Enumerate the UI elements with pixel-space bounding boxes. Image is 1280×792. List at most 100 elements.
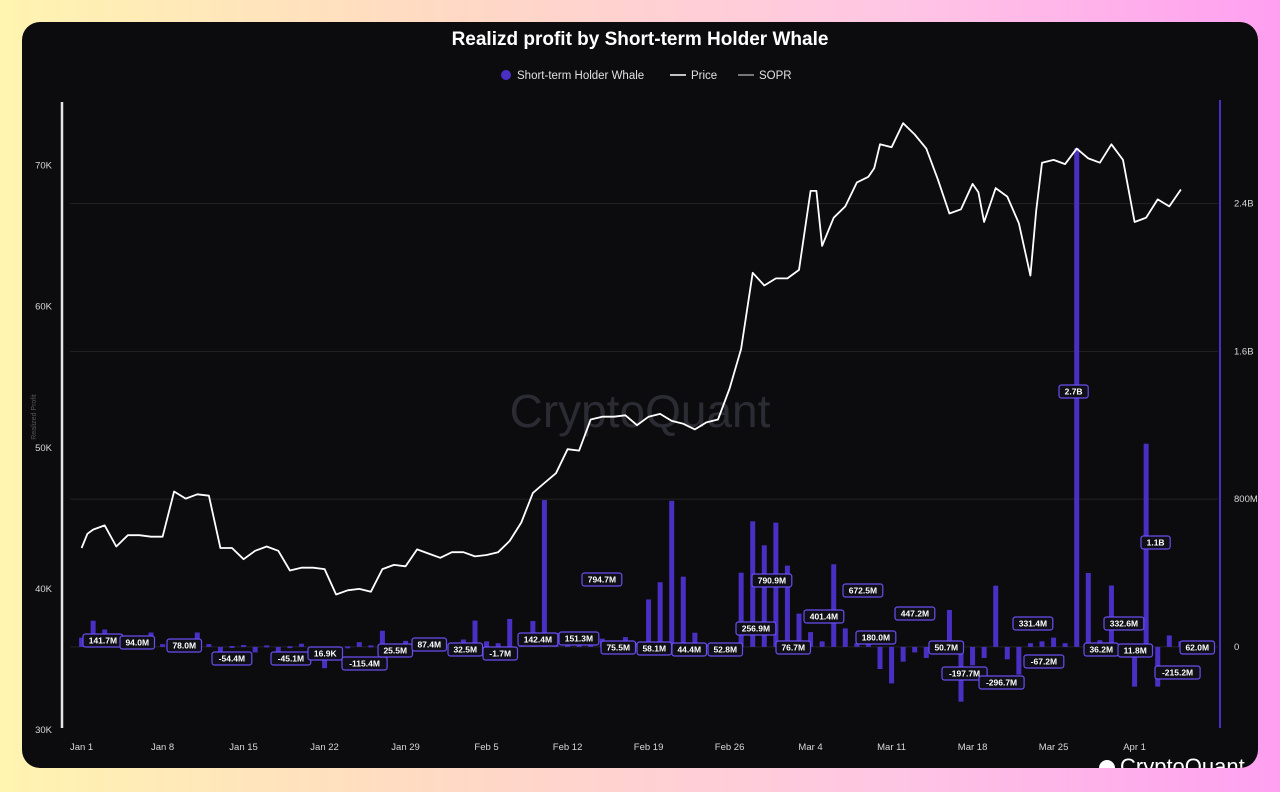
- x-tick-label: Jan 29: [391, 742, 420, 753]
- data-label-box: [341, 656, 388, 671]
- bar-whale-profit: [738, 572, 744, 647]
- chart-title: Realizd profit by Short-term Holder Whal…: [452, 29, 829, 50]
- x-tick-label: Feb 12: [553, 742, 583, 753]
- bar-whale-profit: [923, 646, 929, 658]
- data-label: 25.5M: [383, 646, 407, 656]
- left-tick-label: 60K: [35, 302, 53, 313]
- right-tick-label: 2.4B: [1234, 199, 1254, 210]
- data-label: 62.0M: [1185, 643, 1209, 653]
- data-label: -197.7M: [949, 669, 980, 679]
- data-label-box: [1154, 665, 1201, 680]
- footer-logo: CryptoQuant: [1120, 754, 1245, 768]
- data-label-box: [1023, 654, 1065, 669]
- bar-whale-profit: [819, 641, 825, 647]
- data-label: 790.9M: [758, 576, 786, 586]
- data-label: 78.0M: [172, 641, 196, 651]
- x-tick-label: Mar 18: [958, 742, 988, 753]
- bar-whale-profit: [1062, 643, 1068, 647]
- left-tick-label: 30K: [35, 725, 53, 736]
- data-label-box: [671, 642, 708, 657]
- data-label-box: [1179, 640, 1216, 655]
- legend-label-sopr: SOPR: [759, 70, 792, 82]
- bar-whale-profit: [229, 645, 235, 648]
- data-label-box: [803, 609, 845, 624]
- bar-whale-profit: [368, 645, 374, 648]
- data-label-box: [119, 635, 156, 650]
- data-label: -215.2M: [1162, 668, 1193, 678]
- bar-whale-profit: [1085, 573, 1091, 647]
- bar-whale-profit: [356, 642, 362, 647]
- data-label: 447.2M: [901, 609, 929, 619]
- data-label: 151.3M: [565, 634, 593, 644]
- data-label: 331.4M: [1019, 619, 1047, 629]
- right-tick-label: 800M: [1234, 494, 1258, 505]
- data-label: 672.5M: [849, 586, 877, 596]
- bar-whale-profit: [692, 632, 698, 647]
- data-label: -1.7M: [489, 649, 511, 659]
- data-label: 75.5M: [606, 643, 630, 653]
- data-label: -296.7M: [986, 678, 1017, 688]
- x-tick-label: Feb 19: [634, 742, 664, 753]
- bar-whale-profit: [1051, 637, 1057, 647]
- data-label-box: [894, 606, 936, 621]
- data-label-box: [581, 572, 623, 587]
- data-label: 32.5M: [453, 645, 477, 655]
- data-label-box: [411, 637, 448, 652]
- bar-whale-profit: [831, 564, 837, 647]
- data-label-box: [307, 646, 344, 661]
- x-tick-label: Feb 5: [474, 742, 498, 753]
- x-tick-label: Feb 26: [715, 742, 745, 753]
- left-tick-label: 40K: [35, 584, 53, 595]
- bar-whale-profit: [252, 646, 258, 653]
- data-label: 16.9K: [314, 649, 338, 659]
- bar-whale-profit: [379, 630, 385, 647]
- data-label: -45.1M: [278, 654, 304, 664]
- left-axis-label: Realized Profit: [31, 394, 38, 440]
- data-label-box: [978, 675, 1025, 690]
- data-label: 58.1M: [642, 644, 666, 654]
- x-tick-label: Apr 1: [1123, 742, 1146, 753]
- x-tick-label: Jan 8: [151, 742, 174, 753]
- x-tick-label: Mar 11: [877, 742, 906, 753]
- bar-whale-profit: [877, 646, 883, 670]
- watermark: CryptoQuant: [510, 385, 771, 437]
- bar-whale-profit: [484, 641, 490, 647]
- data-label-box: [517, 632, 559, 647]
- data-label: 401.4M: [810, 612, 838, 622]
- bar-whale-profit: [160, 644, 166, 647]
- x-tick-label: Jan 22: [310, 742, 339, 753]
- legend-label-price: Price: [691, 70, 717, 82]
- bar-whale-profit: [287, 646, 293, 649]
- bar-whale-profit: [495, 643, 501, 647]
- data-label: 87.4M: [417, 640, 441, 650]
- data-label-box: [941, 666, 988, 681]
- data-label-box: [1058, 384, 1089, 399]
- data-label: 36.2M: [1089, 645, 1113, 655]
- data-label: -54.4M: [219, 654, 245, 664]
- bar-whale-profit: [808, 632, 814, 647]
- bar-whale-profit: [1016, 646, 1022, 675]
- data-label: 2.7B: [1065, 387, 1083, 397]
- data-label: 256.9M: [742, 624, 770, 634]
- data-label: 1.1B: [1147, 538, 1165, 548]
- data-label: -67.2M: [1031, 657, 1057, 667]
- bar-whale-profit: [646, 599, 652, 647]
- bar-whale-profit: [1027, 643, 1033, 647]
- data-label-box: [735, 621, 777, 636]
- data-label: 94.0M: [125, 638, 149, 648]
- x-tick-label: Jan 15: [229, 742, 258, 753]
- x-tick-label: Mar 4: [798, 742, 822, 753]
- bar-whale-profit: [472, 620, 478, 647]
- data-label-box: [707, 642, 744, 657]
- bar-whale-profit: [900, 646, 906, 662]
- bar-whale-profit: [541, 500, 547, 647]
- data-label: 794.7M: [588, 575, 616, 585]
- bar-whale-profit: [993, 585, 999, 647]
- bar-whale-profit: [669, 500, 675, 647]
- data-label-box: [855, 630, 897, 645]
- data-label-box: [1103, 616, 1145, 631]
- bar-whale-profit: [1039, 641, 1045, 647]
- chart-svg: Realizd profit by Short-term Holder Whal…: [31, 29, 1258, 768]
- bar-whale-profit: [79, 637, 85, 647]
- data-label: 52.8M: [713, 645, 737, 655]
